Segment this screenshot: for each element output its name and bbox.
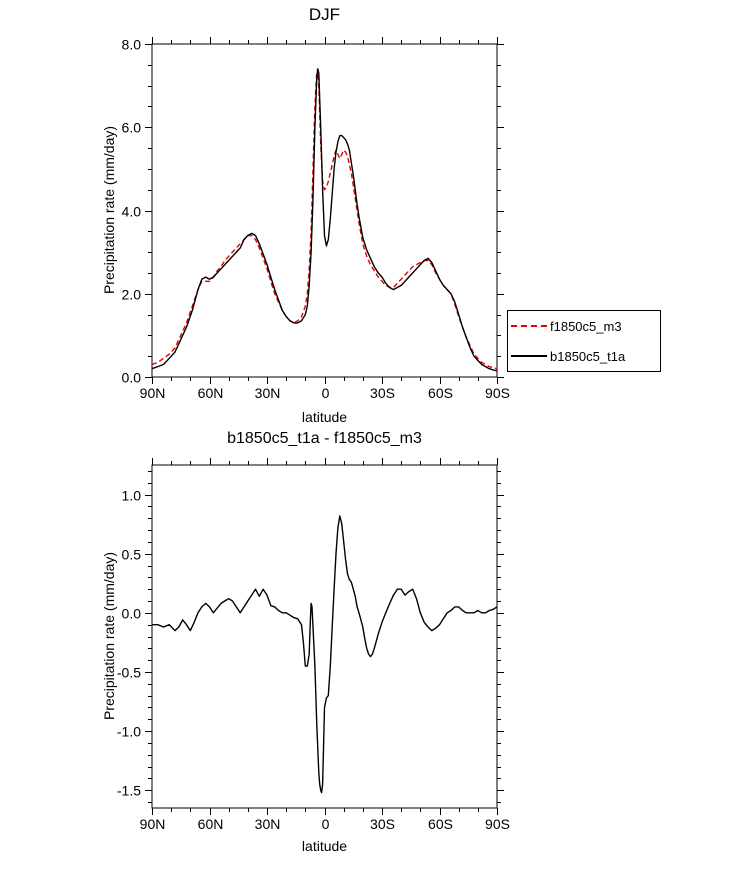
plot-box (151, 43, 498, 378)
y-tick-label: -1.0 (117, 724, 141, 740)
x-tick-label: 90S (485, 385, 510, 401)
x-tick-label: 30N (255, 816, 281, 832)
legend-line-sample-solid (511, 355, 547, 357)
chart2-title: b1850c5_t1a - f1850c5_m3 (227, 430, 422, 447)
y-tick-label: 6.0 (122, 120, 142, 136)
legend-entry-f1850c5-m3: f1850c5_m3 (508, 311, 660, 341)
chart2-x-axis-label: latitude (301, 838, 348, 854)
chart1-title: DJF (308, 5, 341, 24)
y-tick-label: -0.5 (117, 665, 141, 681)
x-tick-label: 0 (322, 816, 330, 832)
y-tick-label: 0.0 (122, 606, 142, 622)
x-tick-label: 30S (370, 385, 395, 401)
series-line-f1850c5-m3 (151, 68, 498, 370)
x-tick-label: 60S (428, 385, 453, 401)
x-tick-label: 30S (370, 816, 395, 832)
chart2-y-axis-label: Precipitation rate (mm/day) (101, 551, 117, 721)
y-tick-label: -1.5 (117, 783, 141, 799)
x-tick-label: 90N (140, 385, 166, 401)
y-tick-label: 4.0 (122, 204, 142, 220)
y-tick-label: 8.0 (122, 37, 142, 53)
legend-line-sample-dashed (511, 325, 547, 327)
chart1-y-axis-label: Precipitation rate (mm/day) (101, 125, 117, 295)
series-line-b1850c5-t1a (151, 68, 498, 372)
legend-entry-b1850c5-t1a: b1850c5_t1a (508, 341, 660, 371)
legend: f1850c5_m3 b1850c5_t1a (507, 310, 661, 372)
chart1-x-axis-label: latitude (301, 409, 348, 425)
plot-box (151, 464, 498, 809)
y-tick-label: 1.0 (122, 488, 142, 504)
chart-djf: 90N 60N 30N 0 30S 60S 90S 0.0 2.0 4.0 6.0 8.0 (122, 37, 510, 402)
x-tick-label: 90S (485, 816, 510, 832)
legend-label-b1850c5-t1a: b1850c5_t1a (550, 348, 626, 364)
x-tick-label: 60S (428, 816, 453, 832)
x-tick-label: 90N (140, 816, 166, 832)
y-tick-label: 2.0 (122, 287, 142, 303)
y-tick-label: 0.0 (122, 370, 142, 386)
x-tick-label: 30N (255, 385, 281, 401)
y-tick-label: 0.5 (122, 547, 142, 563)
legend-label-f1850c5-m3: f1850c5_m3 (550, 318, 622, 334)
x-tick-label: 60N (198, 816, 224, 832)
series-line-b1850c5-t1a-f1850c5-m3 (152, 515, 498, 794)
chart-diff: 90N 60N 30N 0 30S 60S 90S 1.0 0.5 0.0 -0.5 -1.0 -1.5 (117, 458, 510, 832)
x-tick-label: 60N (198, 385, 224, 401)
x-tick-label: 0 (322, 385, 330, 401)
